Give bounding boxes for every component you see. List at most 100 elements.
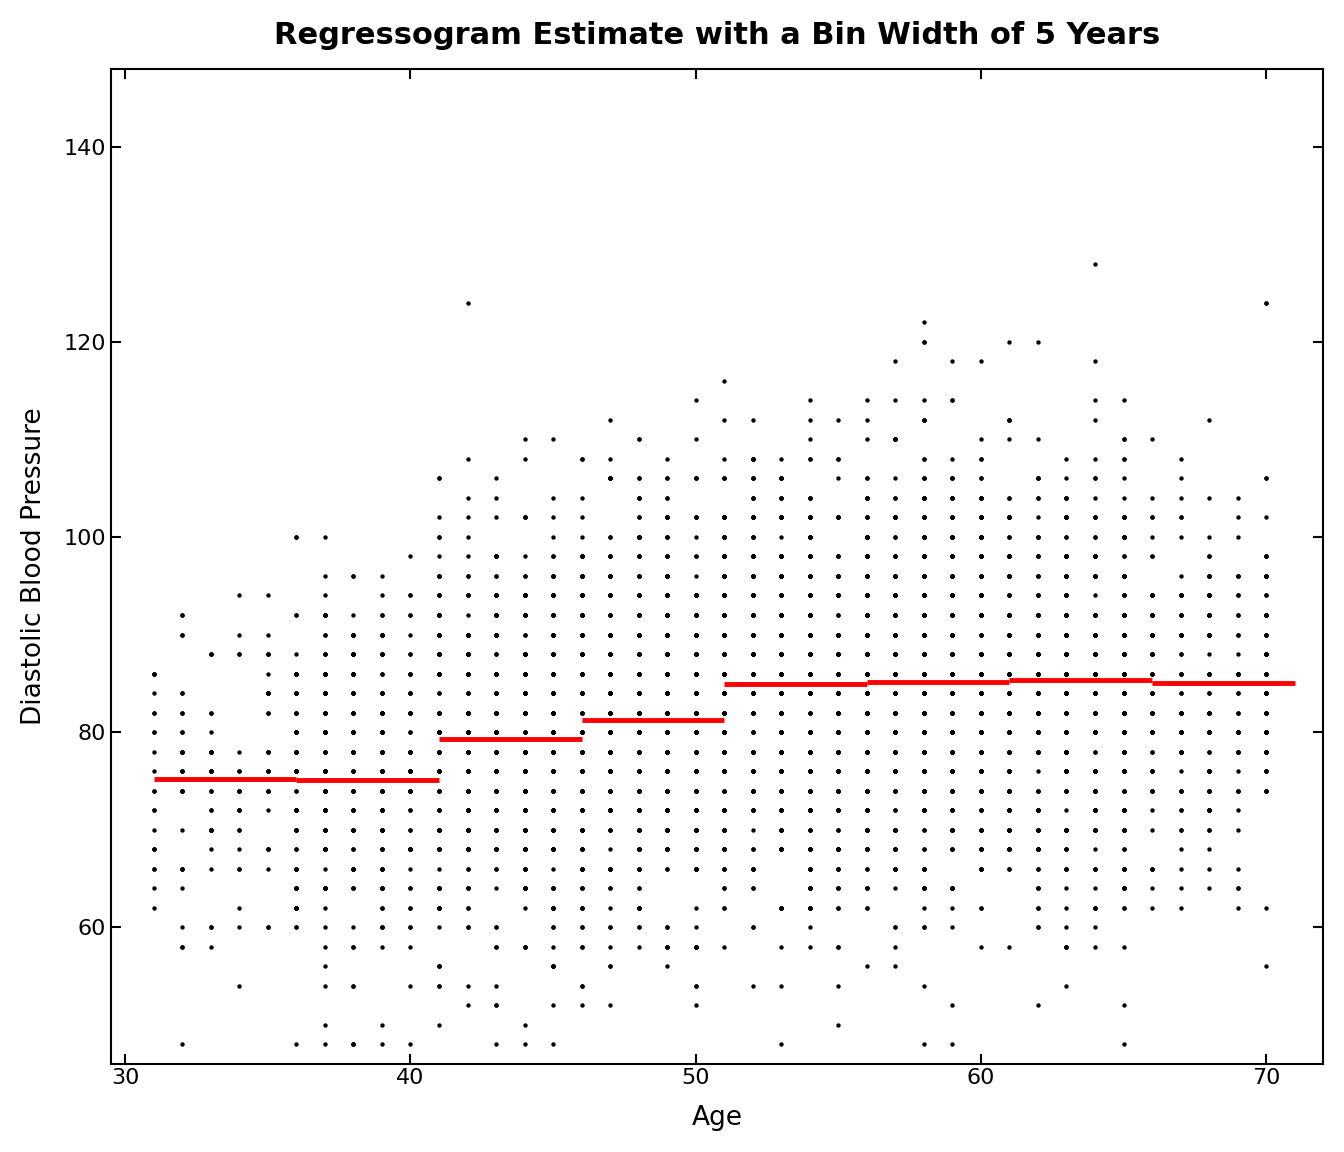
Point <box>828 722 849 741</box>
Point <box>856 704 878 722</box>
Point <box>1056 626 1078 644</box>
Point <box>1085 722 1106 741</box>
Point <box>742 665 763 683</box>
Point <box>286 761 308 780</box>
Point <box>371 704 392 722</box>
Point <box>1113 761 1134 780</box>
Point <box>1056 645 1078 664</box>
Point <box>628 528 649 546</box>
Point <box>142 859 164 878</box>
Point <box>1227 645 1249 664</box>
Point <box>800 606 821 624</box>
Point <box>343 665 364 683</box>
Point <box>599 704 621 722</box>
Point <box>599 606 621 624</box>
Point <box>828 586 849 605</box>
Point <box>371 781 392 799</box>
Point <box>1056 820 1078 839</box>
Point <box>656 547 677 566</box>
Point <box>800 742 821 760</box>
Point <box>286 665 308 683</box>
Point <box>371 801 392 819</box>
Point <box>543 665 564 683</box>
Point <box>1113 684 1134 703</box>
Point <box>399 684 421 703</box>
Point <box>913 722 934 741</box>
Point <box>884 508 906 526</box>
Point <box>485 761 507 780</box>
Point <box>942 742 964 760</box>
Point <box>913 333 934 351</box>
Point <box>571 820 593 839</box>
Point <box>913 586 934 605</box>
Point <box>371 859 392 878</box>
Point <box>286 840 308 858</box>
Point <box>656 547 677 566</box>
Point <box>1141 761 1163 780</box>
Point <box>913 567 934 585</box>
Point <box>970 820 992 839</box>
Point <box>942 742 964 760</box>
Point <box>800 704 821 722</box>
Point <box>1199 586 1220 605</box>
Point <box>742 547 763 566</box>
Point <box>628 606 649 624</box>
Point <box>543 586 564 605</box>
Point <box>429 626 450 644</box>
Point <box>856 781 878 799</box>
Point <box>513 1015 535 1033</box>
Point <box>913 547 934 566</box>
Point <box>714 567 735 585</box>
Point <box>543 665 564 683</box>
Point <box>884 547 906 566</box>
Point <box>142 840 164 858</box>
Point <box>656 704 677 722</box>
Point <box>1056 742 1078 760</box>
Point <box>714 722 735 741</box>
Point <box>913 665 934 683</box>
Point <box>543 840 564 858</box>
Point <box>371 918 392 937</box>
Point <box>656 742 677 760</box>
Point <box>286 761 308 780</box>
Point <box>457 586 478 605</box>
Point <box>884 508 906 526</box>
Point <box>828 665 849 683</box>
Point <box>970 645 992 664</box>
Point <box>1027 626 1048 644</box>
Point <box>742 781 763 799</box>
Point <box>856 508 878 526</box>
Point <box>1199 742 1220 760</box>
Point <box>800 761 821 780</box>
Point <box>371 859 392 878</box>
Point <box>999 586 1020 605</box>
Point <box>1255 665 1277 683</box>
Point <box>800 684 821 703</box>
Point <box>599 665 621 683</box>
Point <box>1199 586 1220 605</box>
Point <box>543 645 564 664</box>
Point <box>314 742 336 760</box>
Point <box>970 704 992 722</box>
Point <box>999 430 1020 448</box>
Point <box>970 645 992 664</box>
Point <box>314 665 336 683</box>
Point <box>913 606 934 624</box>
Point <box>599 469 621 487</box>
Point <box>913 781 934 799</box>
Point <box>742 626 763 644</box>
Point <box>513 430 535 448</box>
Point <box>1169 449 1191 468</box>
Point <box>1085 665 1106 683</box>
Point <box>1027 684 1048 703</box>
Point <box>884 665 906 683</box>
Point <box>714 761 735 780</box>
Point <box>656 665 677 683</box>
Point <box>1027 606 1048 624</box>
Point <box>1085 722 1106 741</box>
Point <box>1255 781 1277 799</box>
Point <box>1227 665 1249 683</box>
Point <box>999 528 1020 546</box>
Point <box>1199 488 1220 507</box>
Point <box>856 684 878 703</box>
